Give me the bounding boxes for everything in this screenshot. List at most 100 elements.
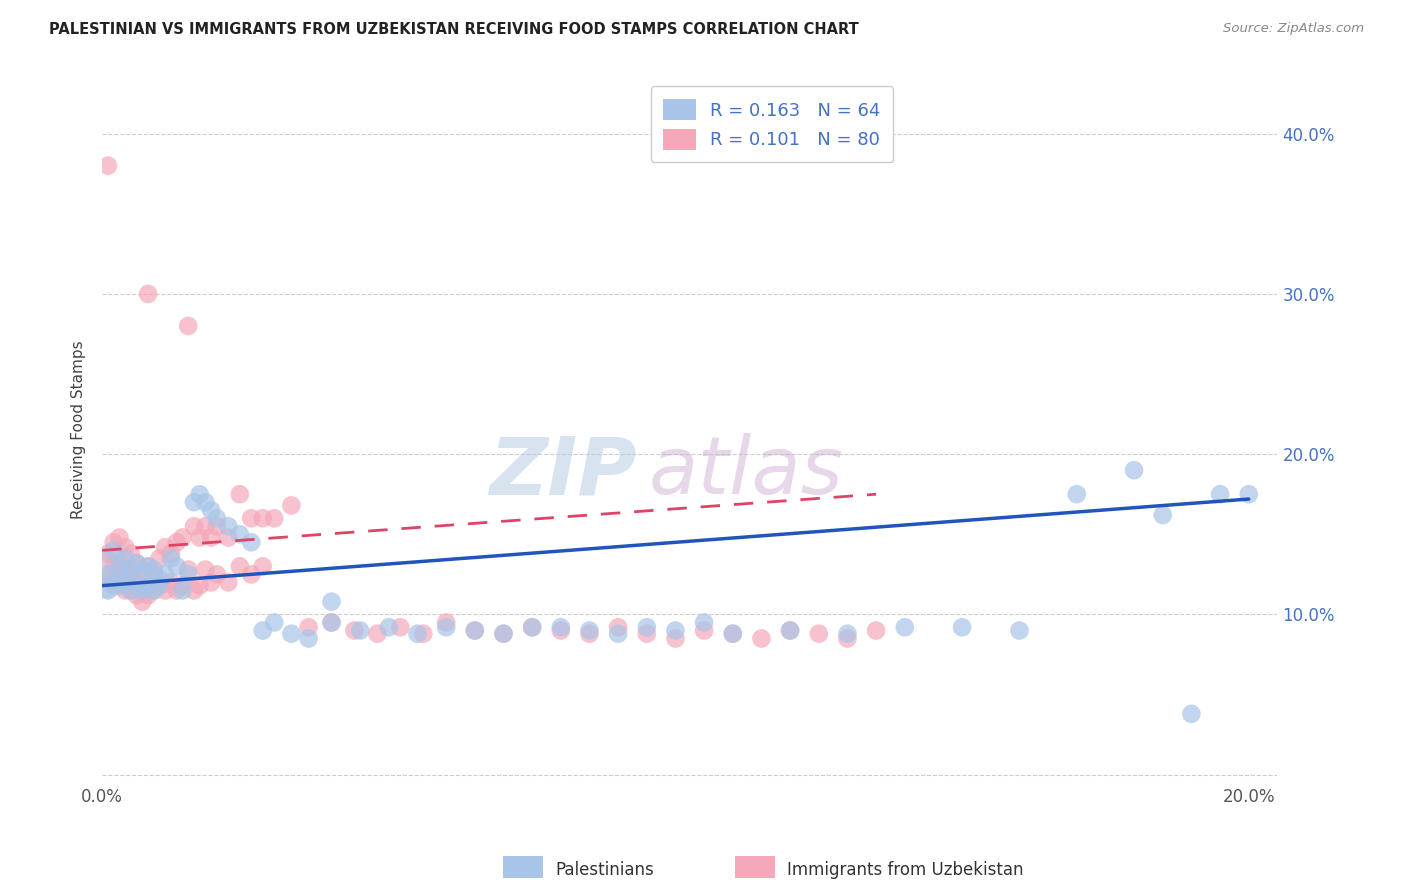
Point [1008, 624, 1031, 638]
Text: Palestinians: Palestinians [555, 861, 654, 879]
Point [183, 519, 205, 533]
Point [172, 579, 194, 593]
Point [94, 567, 117, 582]
Point [389, 620, 412, 634]
Point [125, 579, 148, 593]
Point [183, 583, 205, 598]
Point [297, 620, 319, 634]
Point [183, 495, 205, 509]
Point [263, 615, 285, 630]
Point [693, 615, 716, 630]
Point [103, 559, 125, 574]
Point [721, 626, 744, 640]
Point [155, 540, 177, 554]
Point [950, 620, 973, 634]
Point [103, 575, 125, 590]
Point [607, 626, 630, 640]
Point [114, 572, 136, 586]
Point [166, 535, 188, 549]
Point [280, 499, 302, 513]
Point [136, 579, 159, 593]
Point [131, 583, 153, 598]
Point [229, 487, 252, 501]
Text: Immigrants from Uzbekistan: Immigrants from Uzbekistan [787, 861, 1024, 879]
Point [550, 620, 572, 634]
Point [607, 620, 630, 634]
Point [229, 527, 252, 541]
Point [108, 531, 131, 545]
Point [114, 540, 136, 554]
Point [664, 632, 686, 646]
Point [97, 567, 120, 582]
Point [492, 626, 515, 640]
Point [103, 535, 125, 549]
Point [166, 583, 188, 598]
Point [177, 318, 200, 333]
Point [142, 583, 165, 598]
Legend: R = 0.163   N = 64, R = 0.101   N = 80: R = 0.163 N = 64, R = 0.101 N = 80 [651, 87, 893, 162]
Point [252, 511, 274, 525]
Text: ZIP: ZIP [489, 434, 637, 511]
Point [240, 535, 263, 549]
Point [125, 588, 148, 602]
Point [321, 615, 343, 630]
Point [636, 626, 658, 640]
Point [131, 579, 153, 593]
Point [125, 556, 148, 570]
Point [97, 572, 120, 586]
Point [412, 626, 434, 640]
Text: Source: ZipAtlas.com: Source: ZipAtlas.com [1223, 22, 1364, 36]
Point [97, 159, 120, 173]
Point [142, 583, 165, 598]
Y-axis label: Receiving Food Stamps: Receiving Food Stamps [72, 341, 86, 519]
Point [205, 519, 228, 533]
Point [142, 567, 165, 582]
Point [343, 624, 366, 638]
Point [136, 588, 159, 602]
Point [520, 620, 543, 634]
Point [172, 583, 194, 598]
Point [229, 559, 252, 574]
Point [252, 624, 274, 638]
Point [120, 567, 142, 582]
Point [217, 519, 239, 533]
Point [205, 511, 228, 525]
Point [837, 626, 859, 640]
Point [1180, 706, 1202, 721]
Point [200, 531, 222, 545]
Point [131, 567, 153, 582]
Point [108, 579, 131, 593]
Point [136, 559, 159, 574]
Point [166, 559, 188, 574]
Point [406, 626, 429, 640]
Point [148, 551, 170, 566]
Point [94, 563, 117, 577]
Point [252, 559, 274, 574]
Point [1066, 487, 1088, 501]
Point [97, 583, 120, 598]
Point [550, 624, 572, 638]
Point [108, 559, 131, 574]
Point [148, 579, 170, 593]
Point [378, 620, 401, 634]
Text: PALESTINIAN VS IMMIGRANTS FROM UZBEKISTAN RECEIVING FOOD STAMPS CORRELATION CHAR: PALESTINIAN VS IMMIGRANTS FROM UZBEKISTA… [49, 22, 859, 37]
Point [464, 624, 486, 638]
Point [837, 632, 859, 646]
Point [120, 547, 142, 561]
Point [779, 624, 801, 638]
Point [97, 547, 120, 561]
Point [807, 626, 830, 640]
Point [366, 626, 388, 640]
Point [217, 531, 239, 545]
Point [1123, 463, 1146, 477]
Point [280, 626, 302, 640]
Point [520, 620, 543, 634]
Point [160, 575, 183, 590]
Point [434, 615, 457, 630]
Point [721, 626, 744, 640]
Point [578, 626, 600, 640]
Point [200, 575, 222, 590]
Point [434, 620, 457, 634]
Point [131, 563, 153, 577]
Point [664, 624, 686, 638]
